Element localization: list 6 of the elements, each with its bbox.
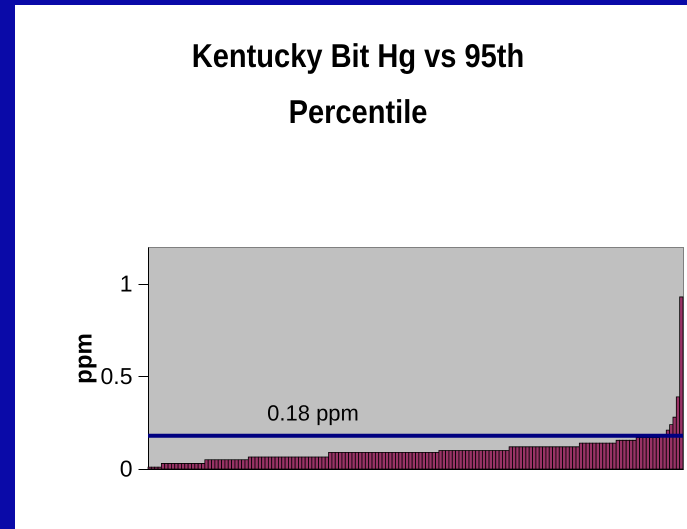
y-tick-label: 1	[120, 270, 132, 296]
y-tick-label: 0	[120, 456, 132, 482]
y-tick-label: 0.5	[100, 363, 132, 389]
y-axis-title: ppm	[70, 333, 98, 384]
ref-line-label: 0.18 ppm	[267, 400, 359, 426]
chart-title: Kentucky Bit Hg vs 95th Percentile	[190, 36, 526, 132]
